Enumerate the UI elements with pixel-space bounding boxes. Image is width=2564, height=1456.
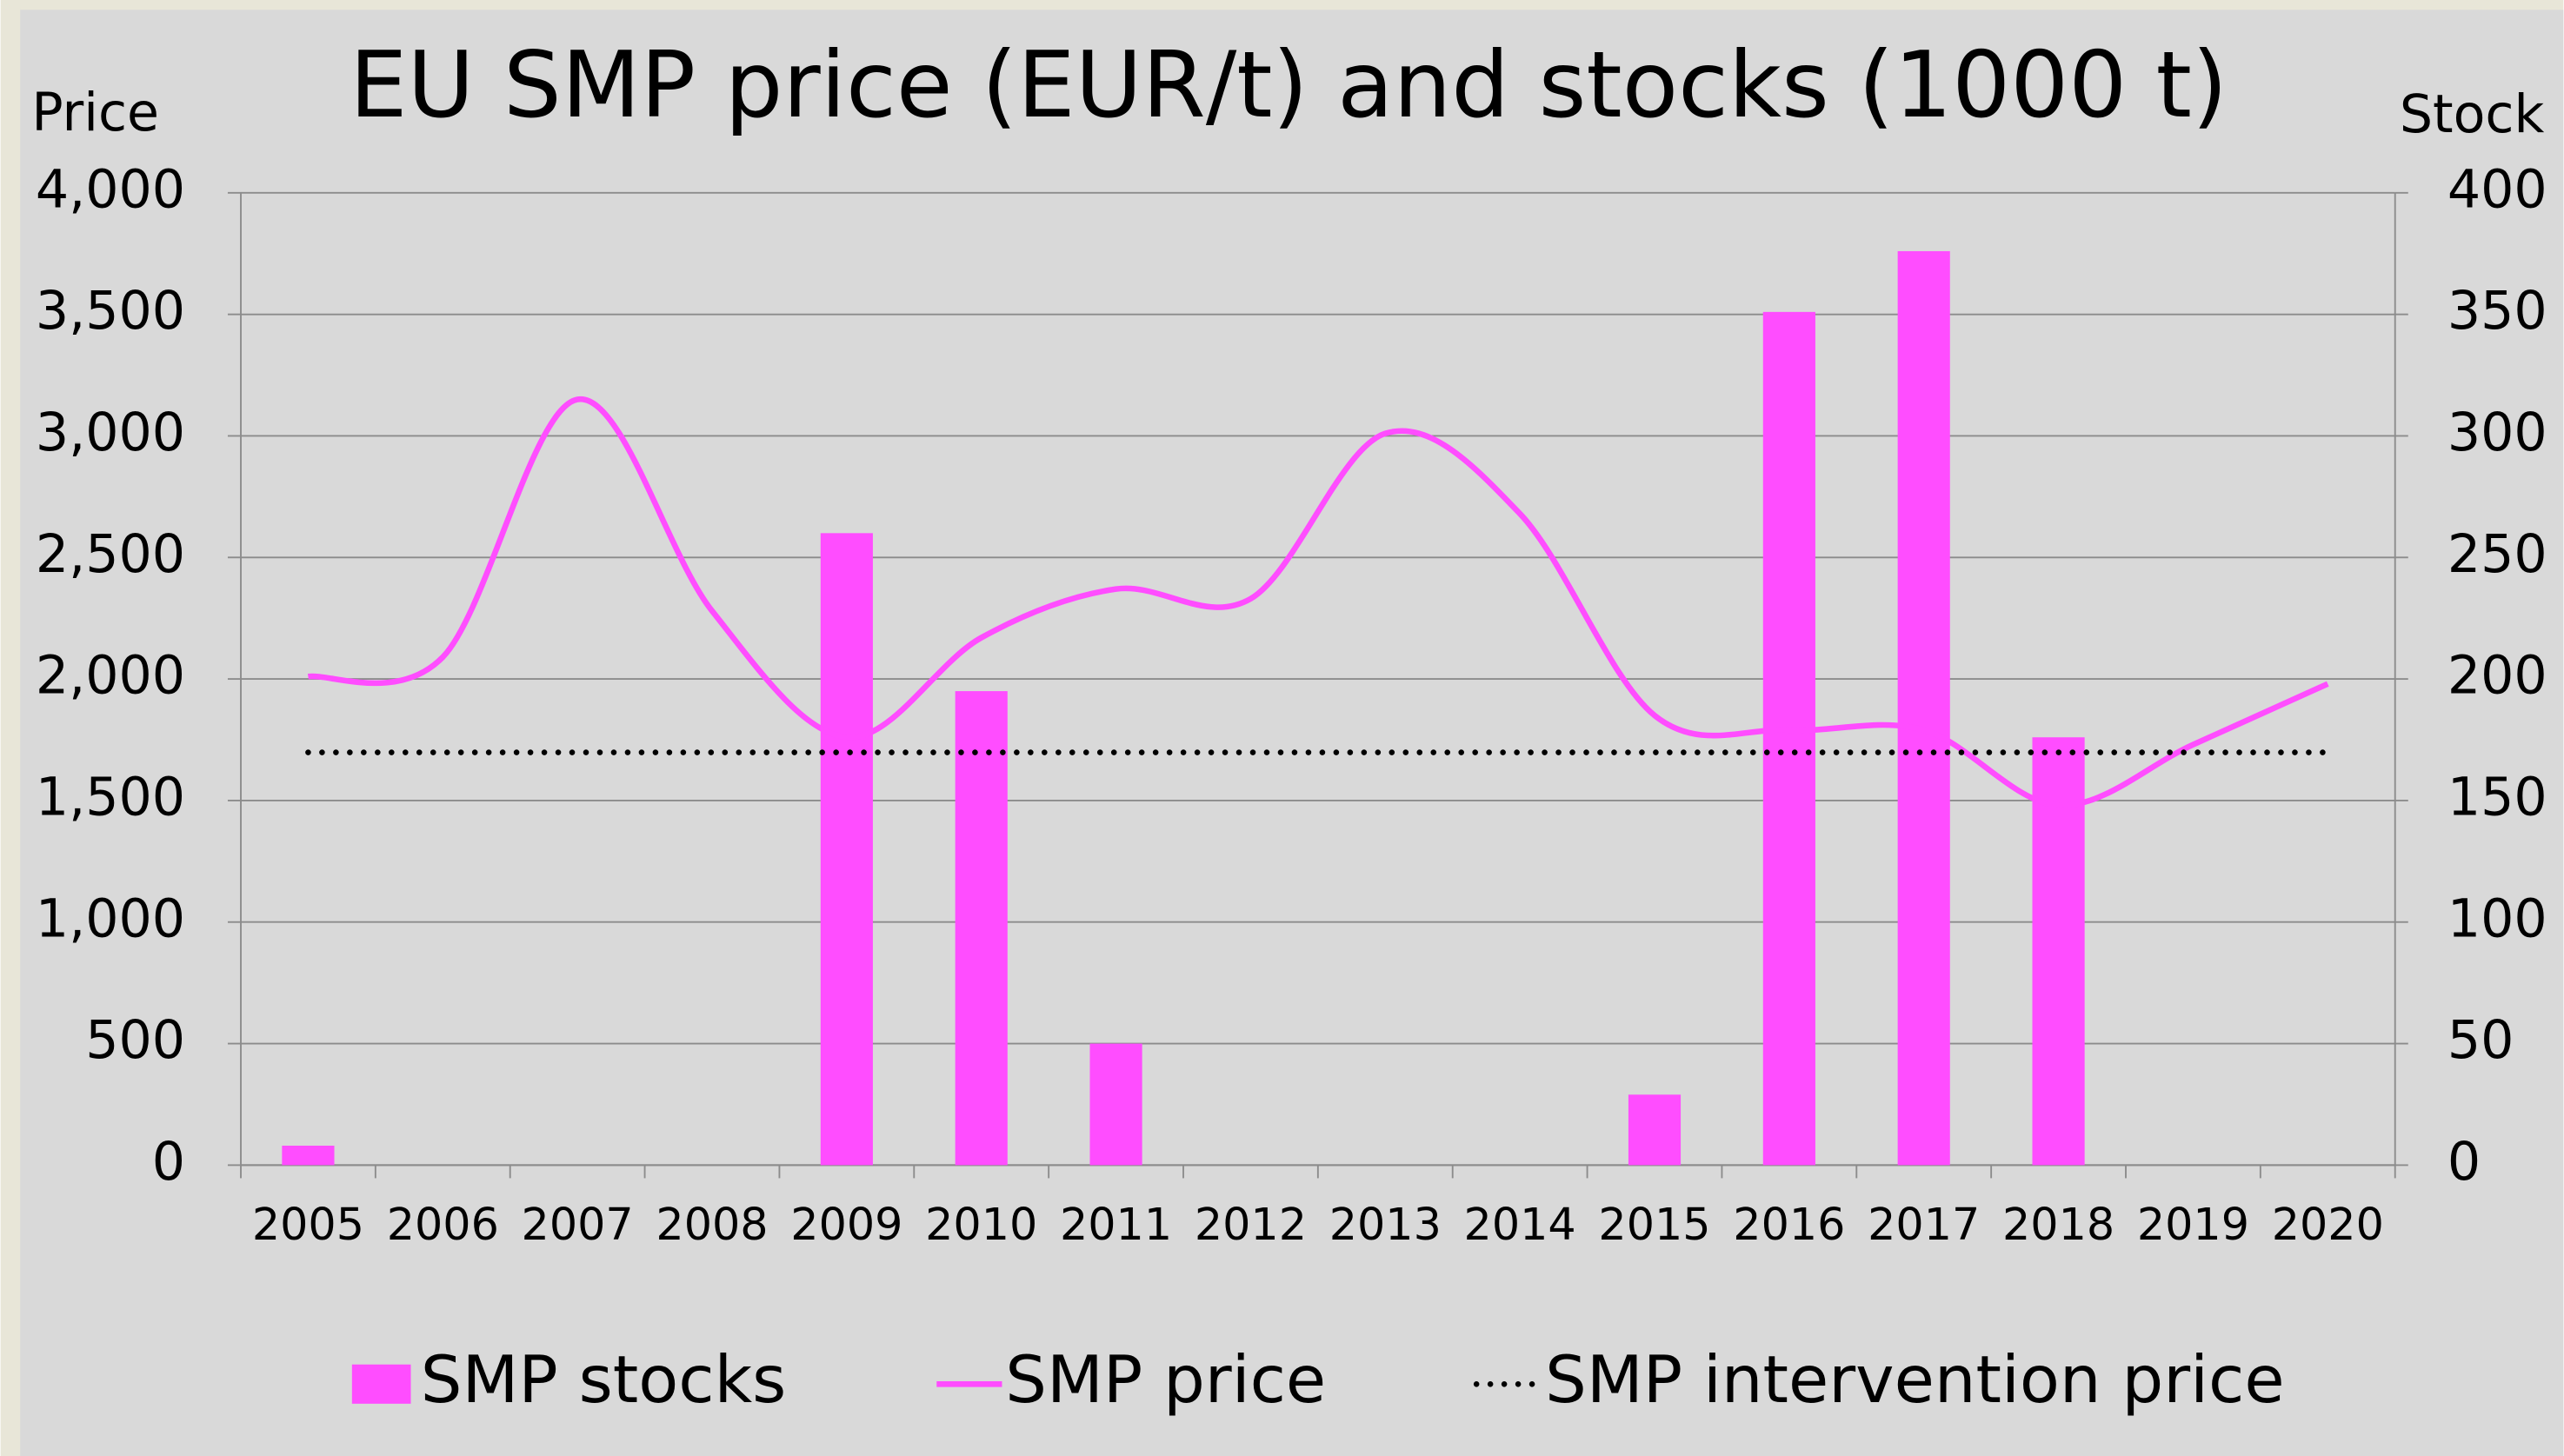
y2-axis-label: Stock (2400, 84, 2545, 145)
x-tick-label: 2020 (2272, 1199, 2384, 1250)
y-tick-label: 1,500 (36, 768, 185, 828)
y-tick-label: 1,000 (36, 888, 185, 949)
y2-tick-label: 0 (2447, 1132, 2481, 1193)
x-tick-label: 2017 (1868, 1199, 1980, 1250)
chart-title: EU SMP price (EUR/t) and stocks (1000 t) (350, 31, 2228, 138)
x-tick-label: 2011 (1060, 1199, 1172, 1250)
y-tick-label: 3,000 (36, 402, 185, 463)
x-tick-label: 2010 (925, 1199, 1037, 1250)
x-tick-label: 2013 (1329, 1199, 1442, 1250)
x-tick-label: 2018 (2002, 1199, 2114, 1250)
x-tick-label: 2016 (1733, 1199, 1845, 1250)
bar (2032, 737, 2085, 1166)
x-tick-label: 2012 (1195, 1199, 1307, 1250)
y-tick-label: 4,000 (36, 159, 185, 220)
x-tick-label: 2008 (656, 1199, 768, 1250)
legend-label: SMP intervention price (1545, 1341, 2285, 1418)
x-tick-label: 2014 (1464, 1199, 1576, 1250)
bar (282, 1146, 335, 1166)
x-tick-label: 2006 (387, 1199, 499, 1250)
x-tick-label: 2007 (522, 1199, 634, 1250)
x-tick-label: 2009 (790, 1199, 902, 1250)
y2-tick-label: 150 (2447, 768, 2547, 828)
y2-tick-label: 250 (2447, 524, 2547, 585)
line (307, 396, 2329, 808)
y-tick-label: 3,500 (36, 281, 185, 342)
x-tick-label: 2005 (252, 1199, 364, 1250)
bar (1089, 1043, 1142, 1166)
legend-label: SMP price (1005, 1341, 1326, 1418)
bar (820, 533, 873, 1166)
chart-panel (20, 10, 2564, 1456)
y-tick-label: 2,000 (36, 646, 185, 707)
y2-tick-label: 100 (2447, 888, 2547, 949)
y2-tick-label: 400 (2447, 159, 2547, 220)
y-tick-label: 500 (85, 1010, 185, 1071)
x-tick-label: 2015 (1598, 1199, 1710, 1250)
y2-tick-label: 350 (2447, 281, 2547, 342)
y-tick-label: 0 (152, 1132, 185, 1193)
bar (1628, 1094, 1682, 1166)
x-tick-label: 2019 (2137, 1199, 2249, 1250)
y2-tick-label: 200 (2447, 646, 2547, 707)
legend-swatch (351, 1364, 411, 1404)
y-axis-label: Price (31, 83, 159, 143)
y-tick-label: 2,500 (36, 524, 185, 585)
bar (955, 691, 1008, 1166)
y2-tick-label: 50 (2447, 1010, 2514, 1071)
bar (1897, 250, 1950, 1166)
y2-tick-label: 300 (2447, 402, 2547, 463)
legend-label: SMP stocks (421, 1341, 787, 1418)
bar (1762, 311, 1815, 1166)
